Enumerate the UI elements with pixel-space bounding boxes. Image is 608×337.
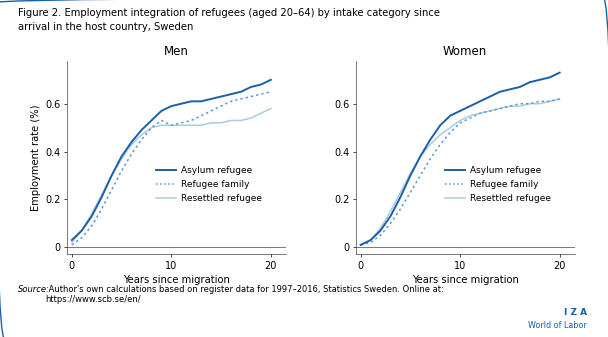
Text: Source:: Source: [18, 285, 50, 294]
Text: World of Labor: World of Labor [528, 321, 587, 330]
X-axis label: Years since migration: Years since migration [412, 275, 519, 285]
Text: I Z A: I Z A [564, 308, 587, 317]
Y-axis label: Employment rate (%): Employment rate (%) [31, 104, 41, 211]
Title: Women: Women [443, 45, 487, 58]
Text: arrival in the host country, Sweden: arrival in the host country, Sweden [18, 22, 193, 32]
Legend: Asylum refugee, Refugee family, Resettled refugee: Asylum refugee, Refugee family, Resettle… [441, 162, 554, 207]
X-axis label: Years since migration: Years since migration [123, 275, 230, 285]
Title: Men: Men [164, 45, 188, 58]
Text: Figure 2. Employment integration of refugees (aged 20–64) by intake category sin: Figure 2. Employment integration of refu… [18, 8, 440, 19]
Text: Author's own calculations based on register data for 1997–2016, Statistics Swede: Author's own calculations based on regis… [46, 285, 443, 304]
Legend: Asylum refugee, Refugee family, Resettled refugee: Asylum refugee, Refugee family, Resettle… [153, 162, 266, 207]
